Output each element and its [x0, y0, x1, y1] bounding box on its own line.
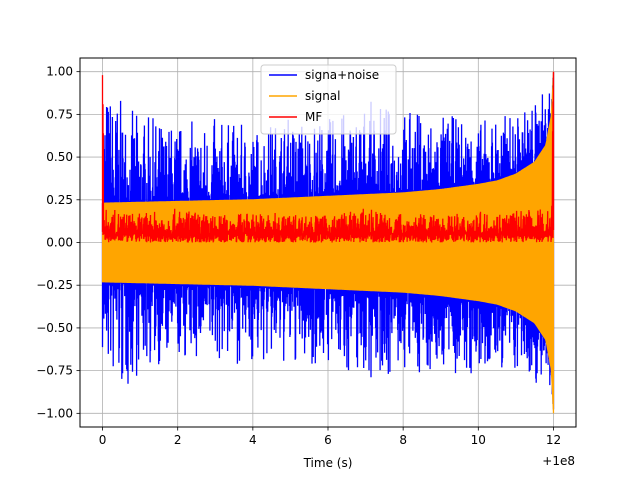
y-tick-label: 1.00	[46, 65, 73, 79]
x-axis-ticks: 0 2 4 6 8 10 12	[99, 427, 561, 447]
legend: signa+noise signal MF	[260, 64, 397, 135]
y-tick-label: −1.00	[36, 406, 73, 420]
y-axis-ticks: −1.00 −0.75 −0.50 −0.25 0.00 0.25 0.50 0.75 1.00	[36, 65, 80, 420]
y-tick-label: 0.50	[46, 150, 73, 164]
x-tick-label: 2	[174, 433, 182, 447]
series-mf	[101, 71, 555, 243]
y-tick-label: 0.25	[46, 193, 73, 207]
legend-label: signa+noise	[305, 68, 379, 82]
y-tick-label: −0.50	[36, 321, 73, 335]
series-signal	[101, 71, 555, 414]
y-tick-label: −0.75	[36, 364, 73, 378]
x-tick-label: 10	[471, 433, 486, 447]
x-axis-offset-label: +1e8	[542, 454, 575, 468]
x-tick-label: 0	[99, 433, 107, 447]
x-tick-label: 12	[546, 433, 561, 447]
y-tick-label: 0.00	[46, 236, 73, 250]
series-layer	[101, 71, 555, 414]
x-axis-label: Time (s)	[303, 456, 353, 470]
y-tick-label: −0.25	[36, 278, 73, 292]
x-tick-label: 6	[324, 433, 332, 447]
y-tick-label: 0.75	[46, 107, 73, 121]
x-tick-label: 8	[399, 433, 407, 447]
legend-label: signal	[305, 89, 341, 103]
legend-label: MF	[305, 110, 322, 124]
x-tick-label: 4	[249, 433, 257, 447]
